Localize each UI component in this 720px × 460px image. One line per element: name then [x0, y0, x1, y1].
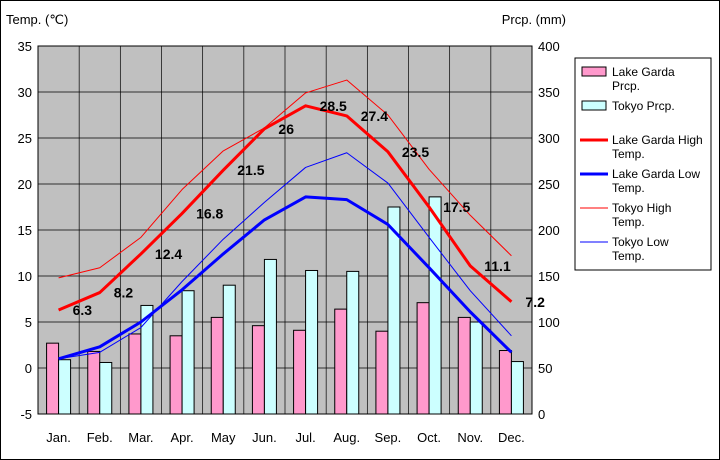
- legend-label: Lake Garda Low: [612, 167, 700, 181]
- right-tick-label: 50: [538, 361, 552, 376]
- x-tick-label: Dec.: [498, 430, 525, 445]
- right-tick-label: 200: [538, 223, 560, 238]
- left-tick-label: 15: [18, 223, 32, 238]
- data-label: 27.4: [361, 108, 388, 124]
- bar-tokyo-prcp: [469, 321, 483, 415]
- right-tick-label: 100: [538, 315, 560, 330]
- x-tick-label: Mar.: [128, 430, 153, 445]
- line-tokyo-low-temp: [58, 152, 512, 360]
- right-tick-label: 350: [538, 85, 560, 100]
- data-label: 11.1: [484, 258, 511, 274]
- left-tick-label: 30: [18, 85, 32, 100]
- right-tick-label: 250: [538, 177, 560, 192]
- left-tick-label: 35: [18, 39, 32, 54]
- line-lake-garda-low-temp: [58, 195, 513, 361]
- bar-lake-garda-prcp: [457, 316, 471, 415]
- legend-label: Lake Garda: [612, 65, 675, 79]
- data-label: 28.5: [320, 98, 347, 114]
- legend-swatch: [581, 100, 607, 111]
- data-label: 17.5: [443, 199, 470, 215]
- data-label: 8.2: [114, 285, 134, 301]
- right-axis-title: Prcp. (mm): [502, 12, 566, 27]
- left-tick-label: 25: [18, 131, 32, 146]
- bar-tokyo-prcp: [263, 258, 277, 415]
- bar-tokyo-prcp: [58, 359, 72, 415]
- x-tick-label: Jan.: [46, 430, 71, 445]
- bar-lake-garda-prcp: [293, 329, 307, 415]
- x-tick-label: Oct.: [417, 430, 441, 445]
- x-tick-label: Feb.: [87, 430, 113, 445]
- left-tick-label: -5: [20, 407, 32, 422]
- bar-tokyo-prcp: [428, 196, 442, 415]
- data-label: 26: [278, 121, 294, 137]
- x-tick-label: Apr.: [171, 430, 194, 445]
- right-tick-label: 0: [538, 407, 545, 422]
- legend-label: Temp.: [612, 249, 645, 263]
- bar-lake-garda-prcp: [169, 335, 183, 415]
- right-axis-ticks: 0 50 100 150 200 250 300 350 400: [538, 39, 560, 422]
- temperature-lines: [57, 79, 513, 361]
- legend-label: Lake Garda High: [612, 133, 703, 147]
- left-axis-ticks: -5 0 5 10 15 20 25 30 35: [18, 39, 32, 422]
- bar-lake-garda-prcp: [128, 333, 142, 415]
- x-tick-label: Jul.: [295, 430, 315, 445]
- left-tick-label: 0: [25, 361, 32, 376]
- x-tick-label: Sep.: [375, 430, 402, 445]
- bar-tokyo-prcp: [181, 290, 195, 415]
- line-lake-garda-high-temp: [57, 104, 513, 312]
- bar-lake-garda-prcp: [46, 342, 60, 415]
- legend-label: Temp.: [612, 215, 645, 229]
- bar-lake-garda-prcp: [416, 302, 430, 415]
- left-tick-label: 20: [18, 177, 32, 192]
- left-tick-label: 10: [18, 269, 32, 284]
- x-tick-label: May: [211, 430, 236, 445]
- right-tick-label: 150: [538, 269, 560, 284]
- legend-label: Tokyo High: [612, 201, 671, 215]
- x-axis-ticks: Jan. Feb. Mar. Apr. May Jun. Jul. Aug. Sep. Oct. N…: [46, 430, 524, 445]
- bar-tokyo-prcp: [305, 269, 319, 415]
- bar-lake-garda-prcp: [251, 325, 265, 415]
- line-tokyo-high-temp: [58, 79, 512, 279]
- precipitation-bars: [46, 196, 524, 415]
- legend-label: Prcp.: [612, 79, 640, 93]
- left-tick-label: 5: [25, 315, 32, 330]
- data-label: 23.5: [402, 144, 429, 160]
- legend-label: Tokyo Low: [612, 235, 669, 249]
- bar-tokyo-prcp: [140, 304, 154, 415]
- bar-lake-garda-prcp: [334, 308, 348, 415]
- right-tick-label: 400: [538, 39, 560, 54]
- bar-lake-garda-prcp: [87, 350, 101, 415]
- x-tick-label: Aug.: [333, 430, 360, 445]
- bar-tokyo-prcp: [510, 361, 524, 415]
- data-labels: 6.3 8.2 12.4 16.8 21.5 26 28.5 27.4 23.5 17.5 11.1…: [73, 98, 546, 318]
- bar-tokyo-prcp: [99, 361, 113, 415]
- right-tick-label: 300: [538, 131, 560, 146]
- bar-lake-garda-prcp: [375, 330, 389, 415]
- legend-label: Tokyo Prcp.: [612, 99, 675, 113]
- x-tick-label: Jun.: [252, 430, 277, 445]
- bar-lake-garda-prcp: [210, 316, 224, 415]
- data-label: 12.4: [155, 246, 182, 262]
- data-label: 6.3: [73, 302, 93, 318]
- bar-lake-garda-prcp: [498, 350, 512, 415]
- bar-tokyo-prcp: [222, 284, 236, 415]
- data-label: 16.8: [196, 205, 223, 221]
- grid-lines: [38, 45, 532, 415]
- data-label: 21.5: [237, 162, 264, 178]
- bar-tokyo-prcp: [387, 206, 401, 415]
- bar-tokyo-prcp: [346, 270, 360, 415]
- data-label: 7.2: [525, 294, 545, 310]
- legend-label: Temp.: [612, 147, 645, 161]
- x-tick-label: Nov.: [457, 430, 483, 445]
- left-axis-title: Temp. (℃): [6, 12, 68, 27]
- legend-swatch: [581, 66, 607, 77]
- legend-label: Temp.: [612, 181, 645, 195]
- legend-box: [574, 57, 712, 271]
